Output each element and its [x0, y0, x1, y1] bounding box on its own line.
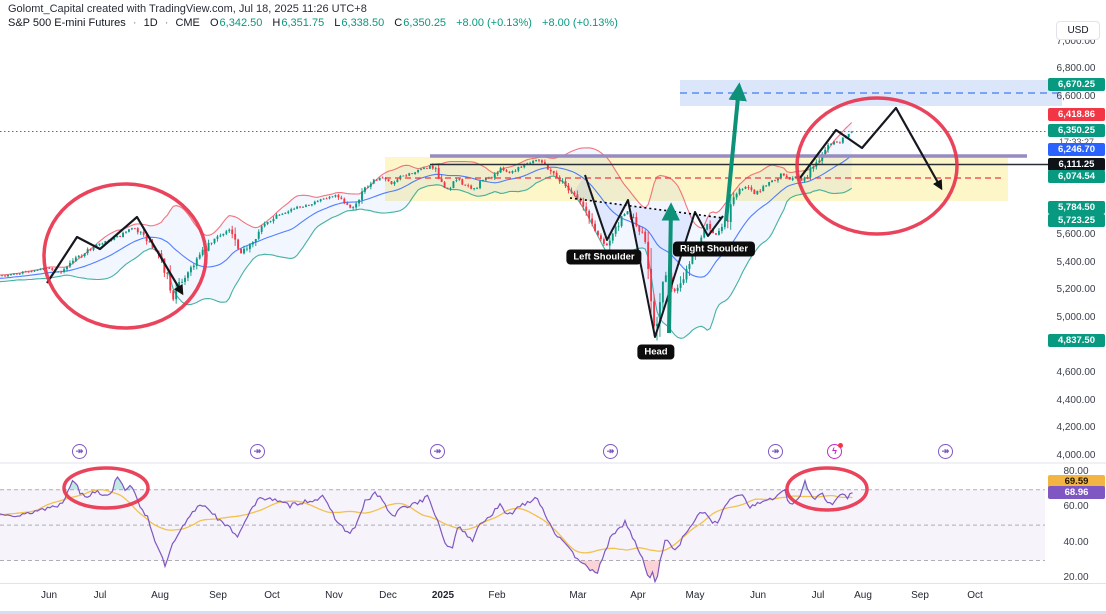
- rsi-axis-tag: 69.59: [1048, 474, 1105, 488]
- left-projection-zigzag[interactable]: [46, 215, 184, 296]
- symbol-name: S&P 500 E-mini Futures: [8, 17, 126, 29]
- time-axis-label[interactable]: Sep: [911, 590, 929, 601]
- neckline-breakout-arrow[interactable]: [661, 202, 680, 334]
- price-axis-tick: 5,600.00: [1056, 229, 1096, 241]
- open-label: O: [209, 17, 219, 29]
- time-axis-label[interactable]: Nov: [325, 590, 343, 601]
- price-axis-tag: 6,111.25: [1048, 157, 1105, 171]
- high-label: H: [272, 17, 281, 29]
- price-axis-tag: 6,670.25: [1048, 77, 1105, 91]
- highlight-circles[interactable]: [42, 96, 959, 512]
- price-circle-left[interactable]: [42, 182, 208, 330]
- rsi-axis-tag: 68.96: [1048, 485, 1105, 499]
- time-axis-label[interactable]: Oct: [967, 590, 983, 601]
- time-axis-label[interactable]: 2025: [431, 590, 455, 601]
- price-axis-tick: 6,800.00: [1056, 63, 1096, 75]
- pattern-label-left-shoulder: Left Shoulder: [566, 249, 642, 265]
- time-axis-label[interactable]: Aug: [854, 590, 872, 601]
- price-axis-tick: 4,400.00: [1056, 394, 1096, 406]
- time-axis-label[interactable]: Sep: [209, 590, 227, 601]
- time-axis-label[interactable]: May: [685, 590, 705, 601]
- projection-marker-icon[interactable]: ↠: [603, 444, 618, 459]
- pattern-trendlines[interactable]: [584, 174, 724, 338]
- price-axis-tag: 5,784.50: [1048, 200, 1105, 214]
- time-axis-label[interactable]: Apr: [630, 590, 646, 601]
- rsi-axis-tick: 60.00: [1063, 501, 1089, 513]
- price-axis-tag: 5,723.25: [1048, 213, 1105, 227]
- low-label: L: [334, 17, 341, 29]
- price-axis-tick: 4,200.00: [1056, 422, 1096, 434]
- close-label: C: [394, 17, 403, 29]
- exchange-label: CME: [175, 17, 200, 29]
- pane-separators: [0, 462, 1106, 614]
- price-axis-tick: 5,000.00: [1056, 312, 1096, 323]
- time-axis-label[interactable]: Mar: [569, 590, 587, 601]
- pattern-label-head: Head: [637, 344, 675, 360]
- time-axis-label[interactable]: Jul: [811, 590, 825, 601]
- bar-countdown: 17:33:27: [1048, 136, 1105, 148]
- rsi-line: [0, 475, 853, 584]
- open-value: 6,342.50: [219, 17, 263, 29]
- low-value: 6,338.50: [341, 17, 385, 29]
- pattern-fill: [570, 175, 723, 337]
- interval-label: 1D: [143, 17, 158, 29]
- neckline[interactable]: [569, 197, 724, 219]
- rsi-axis-tick: 80.00: [1063, 466, 1089, 477]
- time-axis-label[interactable]: Oct: [264, 590, 280, 601]
- price-circle-right[interactable]: [795, 96, 959, 236]
- price-axis-tag: 6,246.70: [1048, 142, 1105, 156]
- rsi-ma-line: [0, 488, 853, 554]
- rsi-axis-tick: 40.00: [1063, 536, 1089, 548]
- projection-marker-icon[interactable]: ↠: [72, 444, 87, 459]
- time-axis-label[interactable]: Aug: [151, 590, 169, 601]
- price-axis-tag: 4,837.50: [1048, 333, 1105, 347]
- change-value: +8.00 (+0.13%): [456, 17, 532, 29]
- high-value: 6,351.75: [281, 17, 325, 29]
- head-and-shoulders-pattern[interactable]: [569, 174, 724, 338]
- price-axis-tick: 4,000.00: [1056, 450, 1096, 462]
- symbol-legend[interactable]: S&P 500 E-mini Futures · 1D · CME O6,342…: [8, 17, 618, 29]
- candlestick-series: [0, 131, 853, 341]
- price-axis-tick: 5,200.00: [1056, 284, 1096, 296]
- projection-marker-icon[interactable]: ↠: [430, 444, 445, 459]
- projection-marker-icon[interactable]: ↠: [250, 444, 265, 459]
- rsi-circle-left[interactable]: [62, 466, 150, 510]
- price-axis-tag: 6,350.25: [1048, 123, 1105, 137]
- projection-marker-icon[interactable]: ↠: [938, 444, 953, 459]
- rsi-axis-tick: 20.00: [1063, 572, 1089, 584]
- close-value: 6,350.25: [403, 17, 447, 29]
- watermark-text: Golomt_Capital created with TradingView.…: [8, 3, 367, 15]
- price-axis-tag: 6,074.54: [1048, 169, 1105, 183]
- right-projection-zigzag[interactable]: [799, 106, 943, 191]
- pattern-label-right-shoulder: Right Shoulder: [672, 241, 756, 257]
- projection-marker-icon[interactable]: ↠: [768, 444, 783, 459]
- price-axis-tick: 5,400.00: [1056, 256, 1096, 268]
- change-percent-value: +8.00 (+0.13%): [542, 17, 618, 29]
- time-axis-label[interactable]: Dec: [379, 590, 397, 601]
- price-axis-tick: 6,600.00: [1056, 91, 1096, 103]
- time-axis-label[interactable]: Jun: [749, 590, 767, 601]
- target-breakout-arrow[interactable]: [724, 82, 747, 222]
- time-axis-label[interactable]: Feb: [488, 590, 506, 601]
- rsi-circle-right[interactable]: [785, 466, 869, 512]
- rsi-panel: [0, 475, 1045, 584]
- time-axis-label[interactable]: Jun: [40, 590, 58, 601]
- currency-toggle-button[interactable]: USD: [1056, 21, 1100, 40]
- price-axis-tick: 7,000.00: [1056, 35, 1096, 47]
- price-axis-tag: 6,418.86: [1048, 107, 1105, 121]
- price-axis-tick: 4,600.00: [1056, 367, 1096, 379]
- flash-alert-icon[interactable]: ϟ: [827, 443, 843, 459]
- projection-arrows[interactable]: [46, 82, 943, 334]
- time-axis-label[interactable]: Jul: [93, 590, 107, 601]
